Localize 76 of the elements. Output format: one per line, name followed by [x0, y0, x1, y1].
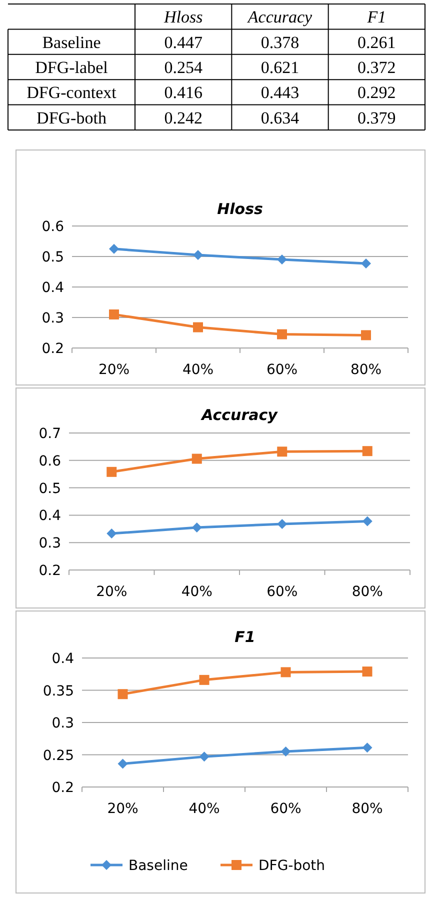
point: [118, 758, 128, 769]
point: [193, 322, 203, 332]
x-tick-label: 40%: [181, 584, 212, 600]
point: [362, 446, 372, 456]
x-tick-label: 20%: [107, 801, 138, 817]
y-tick-label: 0.2: [42, 341, 64, 357]
chart-title: F1: [234, 628, 256, 646]
point: [361, 258, 371, 269]
y-tick-label: DFG-context: [26, 83, 117, 102]
data-label: 0.242: [164, 108, 202, 128]
data-label: 0.379: [358, 108, 396, 128]
y-tick-label: 0.3: [38, 536, 61, 552]
point: [199, 752, 210, 762]
y-tick-label: 0.35: [42, 683, 74, 700]
y-tick-label: 0.4: [38, 508, 62, 524]
point: [277, 329, 287, 340]
legend-label: DFG-both: [258, 858, 326, 874]
chart-title: Hloss: [217, 200, 263, 218]
x-tick-label: 80%: [352, 801, 383, 817]
point: [109, 309, 119, 320]
data-label: 0.443: [260, 83, 300, 102]
point: [277, 518, 288, 529]
data-label: 0.261: [358, 32, 396, 52]
y-tick-label: 0.3: [52, 716, 74, 732]
y-tick-label: DFG-both: [36, 108, 107, 128]
point: [193, 250, 203, 260]
legend-label: Baseline: [128, 858, 188, 874]
point: [106, 528, 117, 539]
data-label: 0.292: [358, 83, 396, 102]
point: [106, 466, 117, 477]
y-tick-label: 0.5: [38, 480, 61, 497]
data-label: 0.447: [164, 32, 203, 52]
y-tick-label: 0.6: [38, 453, 62, 470]
point: [192, 454, 202, 464]
y-tick-label: DFG-label: [35, 58, 108, 77]
x-tick-label: Accuracy: [246, 8, 313, 27]
point: [277, 254, 287, 265]
y-tick-label: Baseline: [42, 32, 101, 52]
x-tick-label: 60%: [266, 362, 298, 378]
data-label: 0.621: [260, 58, 300, 77]
y-tick-label: 0.5: [42, 250, 64, 266]
data-label: 0.372: [358, 58, 396, 77]
point: [362, 516, 372, 526]
data-label: 0.378: [260, 32, 300, 52]
x-tick-label: 60%: [270, 801, 302, 817]
point: [277, 446, 288, 457]
x-tick-label: 80%: [350, 362, 382, 378]
x-tick-label: 40%: [182, 362, 214, 378]
data-label: 0.416: [164, 83, 202, 102]
y-tick-label: 0.7: [38, 426, 61, 442]
point: [109, 244, 119, 254]
point: [199, 674, 210, 685]
y-tick-label: 0.25: [42, 748, 74, 764]
x-tick-label: 20%: [96, 584, 128, 600]
point: [280, 667, 291, 678]
point: [118, 689, 128, 700]
data-label: 0.254: [164, 58, 203, 77]
y-tick-label: 0.4: [42, 280, 64, 296]
point: [362, 666, 372, 677]
chart-title: Accuracy: [200, 406, 279, 424]
data-label: 0.634: [260, 108, 300, 128]
y-tick-label: 0.2: [38, 563, 61, 579]
point: [192, 522, 202, 533]
x-tick-label: F1: [366, 8, 386, 27]
point: [361, 330, 371, 340]
point: [280, 746, 291, 757]
point: [362, 742, 372, 753]
x-tick-label: 20%: [98, 362, 130, 378]
y-tick-label: 0.4: [52, 651, 74, 667]
y-tick-label: 0.2: [52, 780, 74, 796]
y-tick-label: 0.6: [42, 219, 64, 235]
x-tick-label: Hloss: [162, 8, 204, 27]
x-tick-label: 80%: [352, 584, 383, 600]
y-tick-label: 0.3: [42, 310, 64, 326]
x-tick-label: 40%: [188, 801, 220, 817]
x-tick-label: 60%: [266, 584, 298, 600]
